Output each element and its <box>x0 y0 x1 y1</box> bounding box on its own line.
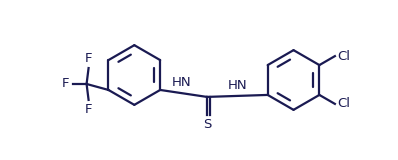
Text: F: F <box>85 103 92 116</box>
Text: F: F <box>85 52 92 65</box>
Text: Cl: Cl <box>337 50 350 63</box>
Text: HN: HN <box>228 79 247 92</box>
Text: HN: HN <box>172 76 191 89</box>
Text: S: S <box>203 118 211 131</box>
Text: F: F <box>62 77 70 91</box>
Text: Cl: Cl <box>337 97 350 110</box>
